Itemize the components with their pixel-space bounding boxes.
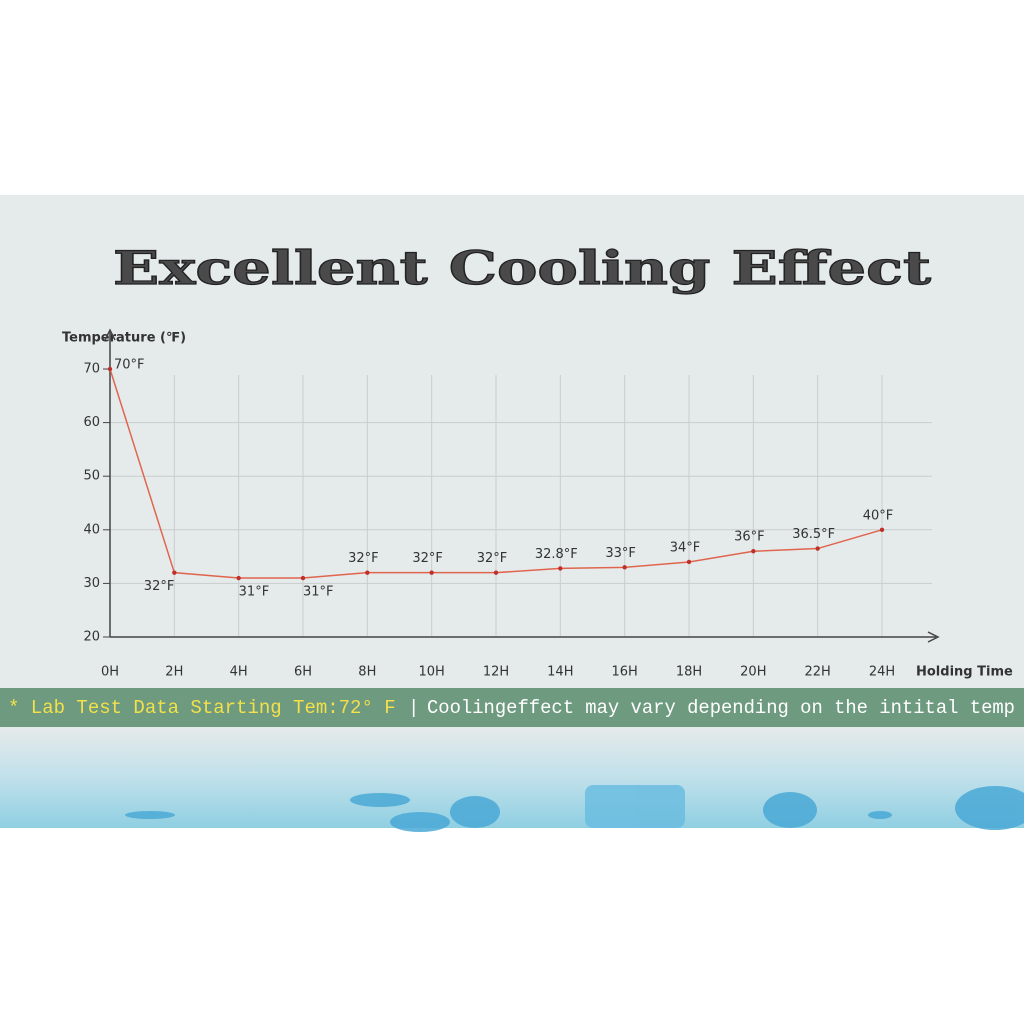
data-point (429, 570, 434, 575)
data-point (172, 570, 177, 575)
x-tick-label: 24H (869, 665, 895, 680)
x-tick-label: 0H (101, 665, 119, 680)
x-tick-label: 8H (358, 665, 376, 680)
data-label: 32°F (477, 551, 508, 566)
data-point (622, 565, 627, 570)
x-tick-label: 16H (612, 665, 638, 680)
data-label: 70°F (114, 358, 145, 373)
data-label: 33°F (605, 546, 636, 561)
data-label: 31°F (239, 585, 270, 600)
x-tick-label: 22H (805, 665, 831, 680)
data-label: 32.8°F (535, 547, 578, 562)
data-point (365, 570, 370, 575)
x-tick-label: 10H (419, 665, 445, 680)
x-tick-label: 2H (165, 665, 183, 680)
banner-highlight: * Lab Test Data Starting Tem:72° F (8, 697, 396, 719)
x-tick-label: 18H (676, 665, 702, 680)
x-tick-label: 20H (740, 665, 766, 680)
y-tick-label: 20 (83, 630, 100, 645)
data-label: 34°F (670, 540, 701, 555)
banner (0, 688, 1024, 727)
y-axis-title: Temperature (℉) (62, 331, 186, 346)
chart-title: Excellent Cooling Effect (113, 241, 932, 295)
water-bg (0, 730, 1024, 828)
y-tick-label: 70 (83, 362, 100, 377)
data-label: 36.5°F (792, 527, 835, 542)
plot: 20 30 40 50 60 70 0H 2H 4H 6H 8H 10H 12H 14H 16H 18H 20H… (83, 328, 940, 680)
data-label: 32°F (412, 551, 443, 566)
y-tick-label: 60 (83, 415, 100, 430)
data-label: 40°F (863, 508, 894, 523)
data-point (107, 366, 113, 372)
data-point (815, 546, 820, 551)
y-tick-label: 40 (83, 522, 100, 537)
banner-separator: | (408, 697, 419, 719)
data-point (493, 570, 499, 575)
x-axis-arrow (927, 631, 940, 643)
y-tick-label: 30 (83, 576, 100, 591)
y-tick-label: 50 (83, 469, 100, 484)
x-tick-label: 14H (547, 665, 573, 680)
banner-note: Coolingeffect may vary depending on the … (427, 697, 1015, 719)
data-point (879, 527, 885, 532)
data-point (751, 549, 756, 554)
data-point (300, 575, 306, 581)
x-axis-title: Holding Time (916, 665, 1013, 680)
x-tick-label: 4H (230, 665, 248, 680)
data-point (236, 575, 241, 581)
data-point (558, 566, 563, 571)
data-label: 32°F (348, 551, 379, 566)
data-point (686, 559, 692, 565)
data-label: 32°F (144, 579, 175, 594)
data-label: 31°F (303, 585, 334, 600)
data-label: 36°F (734, 530, 765, 545)
x-tick-label: 6H (294, 665, 312, 680)
y-axis-arrow (104, 328, 116, 341)
x-tick-label: 12H (483, 665, 509, 680)
ice-decoration (125, 785, 1024, 832)
